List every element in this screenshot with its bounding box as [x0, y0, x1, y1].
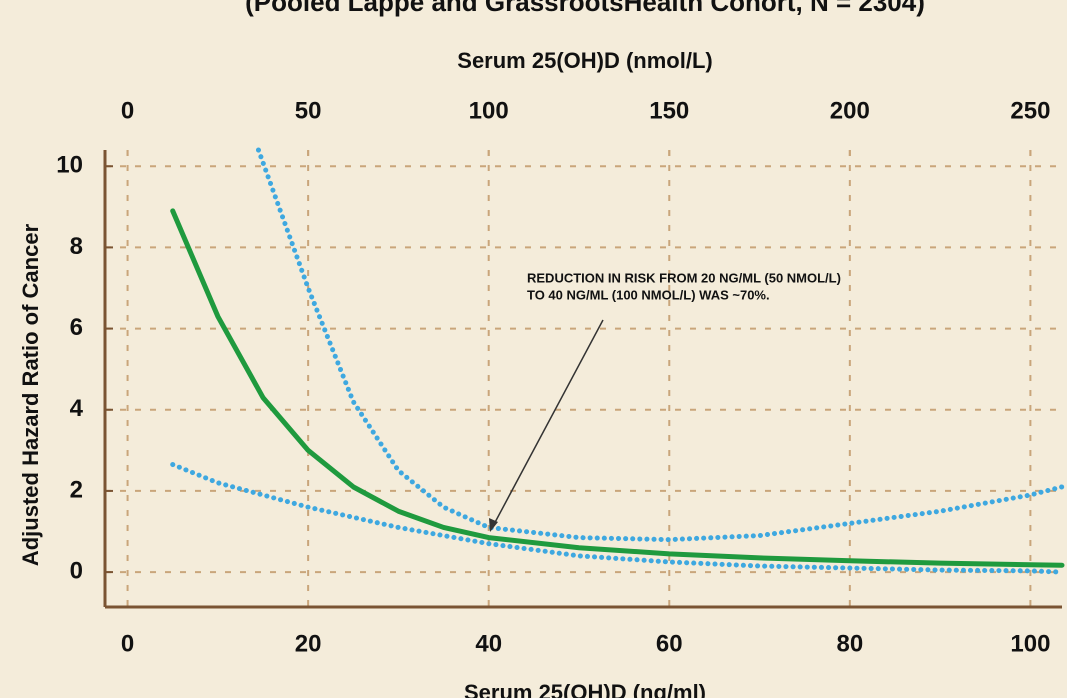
y-tick-label: 4	[70, 395, 84, 422]
series-line	[255, 147, 1065, 543]
annotation-arrow	[491, 319, 604, 529]
x2-tick-label: 100	[469, 97, 509, 124]
annotation: REDUCTION IN RISK FROM 20 NG/ML (50 NMOL…	[489, 270, 841, 532]
y-tick-label: 6	[70, 314, 83, 341]
x-tick-label: 0	[121, 630, 134, 657]
x-tick-label: 100	[1010, 630, 1050, 657]
arrow-head	[489, 518, 498, 532]
series-line	[170, 208, 1065, 568]
y-tick-label: 8	[70, 233, 83, 260]
x2-axis-label: Serum 25(OH)D (nmol/L)	[457, 48, 712, 73]
chart-title: (Pooled Lappe and GrassrootsHealth Cohor…	[245, 0, 925, 17]
y-tick-label: 0	[70, 557, 83, 584]
y-axis-label: Adjusted Hazard Ratio of Cancer	[18, 223, 43, 566]
series-line	[170, 462, 1065, 575]
x-axis-label: Serum 25(OH)D (ng/ml)	[464, 680, 706, 698]
annotation-line: TO 40 NG/ML (100 NMOL/L) WAS ~70%.	[527, 287, 770, 302]
x-tick-label: 80	[836, 630, 863, 657]
y-tick-label: 10	[56, 152, 83, 179]
x-tick-label: 40	[475, 630, 502, 657]
x2-tick-label: 250	[1010, 97, 1050, 124]
x-tick-label: 60	[656, 630, 683, 657]
x2-tick-label: 200	[830, 97, 870, 124]
x2-tick-label: 0	[121, 97, 134, 124]
x2-tick-label: 50	[295, 97, 322, 124]
x2-tick-label: 150	[649, 97, 689, 124]
y-tick-label: 2	[70, 476, 83, 503]
annotation-line: REDUCTION IN RISK FROM 20 NG/ML (50 NMOL…	[527, 270, 841, 285]
x-tick-label: 20	[295, 630, 322, 657]
